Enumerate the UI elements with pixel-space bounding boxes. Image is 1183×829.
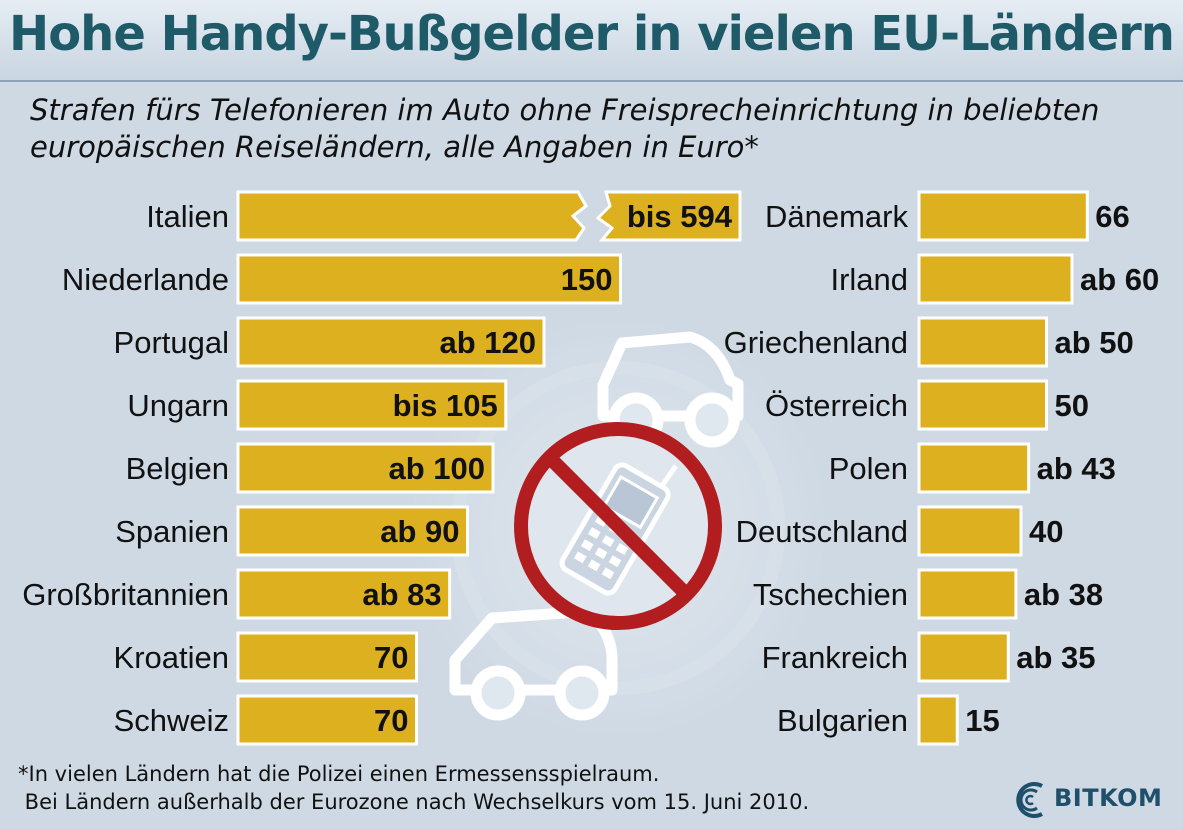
right-bar-chart: Dänemark 66 Irland ab 60 Griechenland ab 50 Ös…	[724, 190, 1159, 746]
category-label-belgien: Belgien	[126, 451, 229, 486]
bar-belgien	[236, 442, 495, 494]
bar-italien-part1	[236, 190, 588, 242]
bar-portugal	[236, 316, 546, 368]
bar-italien-part2	[595, 190, 742, 242]
value-label-deutschland: 40	[1029, 514, 1063, 549]
category-label-bulgarien: Bulgarien	[777, 703, 908, 738]
left-bar-chart: Italien bis 594 Niederlande 150 Portugal ab 1…	[22, 190, 742, 746]
bar-niederlande	[236, 253, 622, 305]
bitkom-logo-icon	[1016, 782, 1043, 818]
bar-polen	[917, 442, 1031, 494]
value-label-kroatien: 70	[374, 640, 408, 675]
value-label-niederlande: 150	[561, 262, 613, 297]
subtitle-line-2: europäischen Reiseländern, alle Angaben …	[30, 130, 759, 164]
bar-daenemark	[917, 190, 1089, 242]
value-label-griechenland: ab 50	[1055, 325, 1134, 360]
bar-ungarn	[236, 379, 508, 431]
category-label-spanien: Spanien	[115, 514, 229, 549]
header-band	[0, 0, 1183, 82]
value-label-frankreich: ab 35	[1016, 640, 1095, 675]
value-label-schweiz: 70	[374, 703, 408, 738]
footnote-line-2: Bei Ländern außerhalb der Eurozone nach …	[18, 790, 810, 814]
bar-griechenland	[917, 316, 1048, 368]
category-label-polen: Polen	[829, 451, 908, 486]
prohibition-sign-icon	[514, 422, 722, 630]
value-label-daenemark: 66	[1095, 199, 1129, 234]
footnote: *In vielen Ländern hat die Polizei einen…	[18, 760, 918, 816]
bar-irland	[917, 253, 1074, 305]
category-label-tschechien: Tschechien	[753, 577, 908, 612]
bar-schweiz	[236, 694, 418, 746]
value-label-belgien: ab 100	[388, 451, 485, 486]
bar-bulgarien	[917, 694, 959, 746]
category-label-portugal: Portugal	[114, 325, 229, 360]
value-label-polen: ab 43	[1037, 451, 1116, 486]
bar-spanien	[236, 505, 469, 557]
value-label-italien: bis 594	[627, 199, 733, 234]
bar-tschechien	[917, 568, 1018, 620]
category-label-kroatien: Kroatien	[114, 640, 229, 675]
category-label-irland: Irland	[830, 262, 908, 297]
category-label-deutschland: Deutschland	[736, 514, 908, 549]
no-phone-illustration	[408, 318, 828, 738]
bar-kroatien	[236, 631, 418, 683]
car-icon-upper	[597, 331, 744, 448]
category-label-niederlande: Niederlande	[62, 262, 229, 297]
value-label-oesterreich: 50	[1055, 388, 1089, 423]
bar-deutschland	[917, 505, 1023, 557]
category-label-oesterreich: Österreich	[765, 388, 908, 423]
chart-subtitle: Strafen fürs Telefonieren im Auto ohne F…	[30, 92, 1150, 166]
bitkom-logo: BITKOM	[1012, 778, 1172, 822]
category-label-schweiz: Schweiz	[114, 703, 229, 738]
category-label-grossbritannien: Großbritannien	[22, 577, 229, 612]
category-label-daenemark: Dänemark	[765, 199, 908, 234]
category-label-frankreich: Frankreich	[762, 640, 908, 675]
subtitle-line-1: Strafen fürs Telefonieren im Auto ohne F…	[30, 93, 1100, 127]
category-label-ungarn: Ungarn	[127, 388, 229, 423]
bar-frankreich	[917, 631, 1010, 683]
value-label-tschechien: ab 38	[1024, 577, 1103, 612]
value-label-spanien: ab 90	[380, 514, 459, 549]
bar-oesterreich	[917, 379, 1048, 431]
value-label-bulgarien: 15	[965, 703, 999, 738]
value-label-grossbritannien: ab 83	[362, 577, 441, 612]
category-label-italien: Italien	[146, 199, 229, 234]
category-label-griechenland: Griechenland	[724, 325, 908, 360]
value-label-portugal: ab 120	[439, 325, 536, 360]
footnote-line-1: *In vielen Ländern hat die Polizei einen…	[18, 762, 660, 786]
bitkom-logo-text: BITKOM	[1054, 784, 1163, 812]
chart-title: Hohe Handy-Bußgelder in vielen EU-Länder…	[9, 6, 1175, 62]
bar-grossbritannien	[236, 568, 452, 620]
value-label-ungarn: bis 105	[393, 388, 498, 423]
value-label-irland: ab 60	[1080, 262, 1159, 297]
